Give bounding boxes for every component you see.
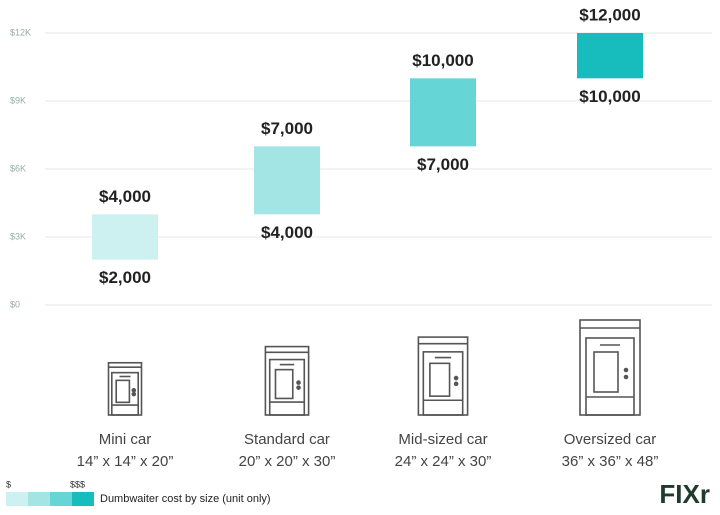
- bar: [410, 78, 476, 147]
- legend-high-label: $$$: [70, 479, 85, 489]
- icon-button: [131, 387, 137, 393]
- icon-button: [131, 391, 137, 397]
- dumbwaiter-icon: [579, 319, 641, 416]
- legend-swatch: [6, 492, 28, 506]
- y-tick-label: $6K: [10, 163, 26, 173]
- icon-inner: [274, 368, 294, 400]
- icon-button: [453, 375, 459, 381]
- icon-cabinet: [268, 358, 306, 416]
- icon-cabinet: [585, 337, 635, 416]
- icon-cabinet: [111, 371, 140, 416]
- icon-frame: [579, 319, 641, 416]
- high-label: $7,000: [261, 119, 313, 138]
- low-label: $10,000: [579, 87, 640, 106]
- category-label: Mid-sized car: [398, 431, 487, 448]
- legend-swatch: [50, 492, 72, 506]
- high-label: $10,000: [412, 51, 473, 70]
- y-tick-label: $0: [10, 299, 20, 309]
- bar: [577, 33, 643, 79]
- y-tick-label: $9K: [10, 95, 26, 105]
- y-tick-label: $3K: [10, 231, 26, 241]
- legend-text: Dumbwaiter cost by size (unit only): [100, 493, 271, 505]
- y-tick-label: $12K: [10, 27, 31, 37]
- legend-swatch: [72, 492, 94, 506]
- low-label: $4,000: [261, 223, 313, 242]
- category-label: Oversized car: [564, 431, 657, 448]
- icon-button: [453, 381, 459, 387]
- category-label: Standard car: [244, 431, 330, 448]
- icon-inner: [429, 362, 451, 397]
- legend-swatch: [28, 492, 50, 506]
- logo: FIXr: [659, 479, 710, 509]
- low-label: $2,000: [99, 268, 151, 287]
- low-label: $7,000: [417, 155, 469, 174]
- icon-button: [296, 385, 301, 390]
- icon-inner: [593, 351, 619, 393]
- icon-button: [623, 367, 629, 373]
- high-label: $4,000: [99, 187, 151, 206]
- category-label: Mini car: [99, 431, 152, 448]
- dumbwaiter-icon: [264, 345, 310, 416]
- size-label: 36” x 36” x 48”: [562, 453, 659, 470]
- icon-inner: [115, 379, 131, 404]
- dumbwaiter-icon: [417, 336, 469, 416]
- icon-button: [623, 374, 629, 380]
- icon-frame: [264, 345, 310, 416]
- size-label: 24” x 24” x 30”: [395, 453, 492, 470]
- icon-button: [296, 380, 301, 385]
- bar: [92, 214, 158, 260]
- legend-low-label: $: [6, 479, 11, 489]
- high-label: $12,000: [579, 5, 640, 24]
- bar: [254, 146, 320, 215]
- size-label: 14” x 14” x 20”: [77, 453, 174, 470]
- icon-frame: [107, 361, 143, 416]
- dumbwaiter-icon: [107, 361, 143, 416]
- size-label: 20” x 20” x 30”: [239, 453, 336, 470]
- icon-cabinet: [422, 351, 464, 416]
- icon-frame: [417, 336, 469, 416]
